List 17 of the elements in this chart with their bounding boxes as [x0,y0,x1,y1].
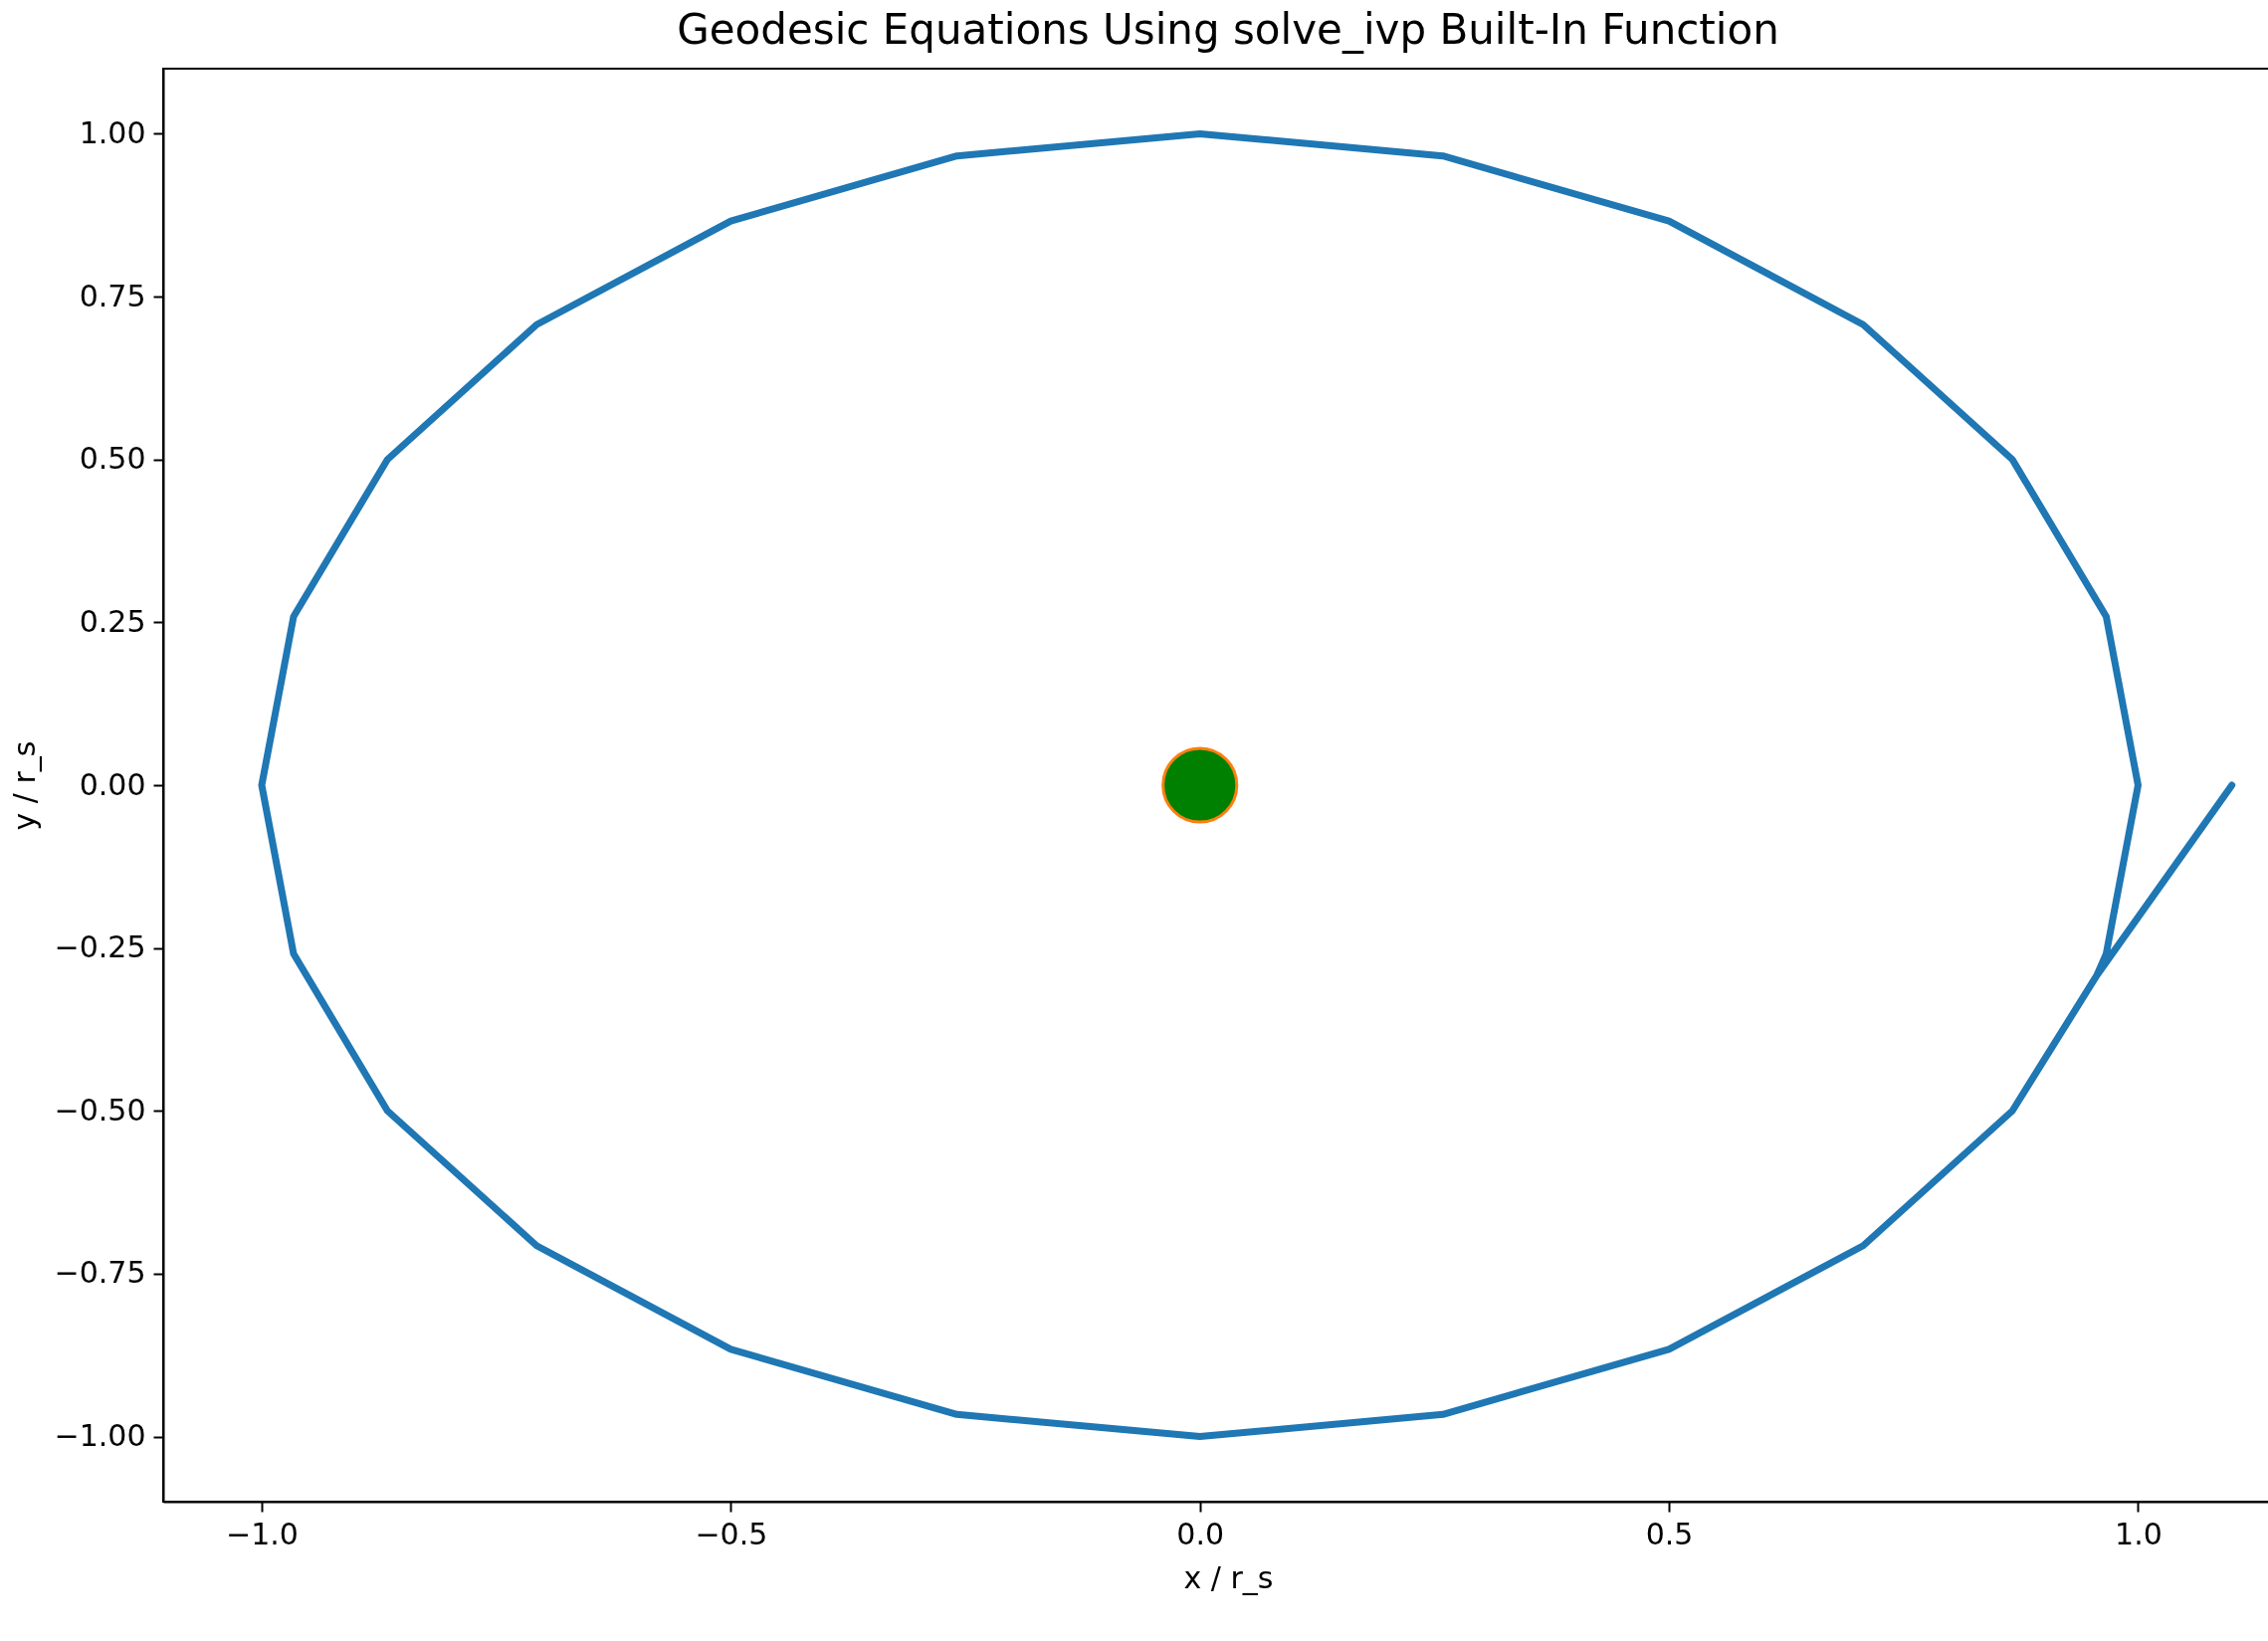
y-axis-title: y / r_s [6,740,42,831]
x-tick-label: 1.0 [2115,1516,2163,1551]
x-tick-label: 0.5 [1645,1516,1694,1551]
y-tick-label: 1.00 [79,114,146,150]
y-tick-label: 0.75 [79,278,146,313]
x-tick-label: −0.5 [695,1516,768,1551]
x-tick-label: 0.0 [1176,1516,1225,1551]
y-tick-label: −0.50 [54,1092,146,1128]
y-tick-label: −1.00 [54,1418,146,1454]
y-tick-label: 0.25 [79,603,146,639]
y-tick-label: −0.75 [54,1255,146,1291]
chart-title: Geodesic Equations Using solve_ivp Built-In Function [677,5,1779,54]
y-tick-label: 0.00 [79,766,146,802]
y-tick-label: 0.50 [79,441,146,477]
x-axis-title: x / r_s [1183,1559,1274,1595]
x-tick-label: −1.0 [226,1516,299,1551]
y-tick-label: −0.25 [54,929,146,965]
